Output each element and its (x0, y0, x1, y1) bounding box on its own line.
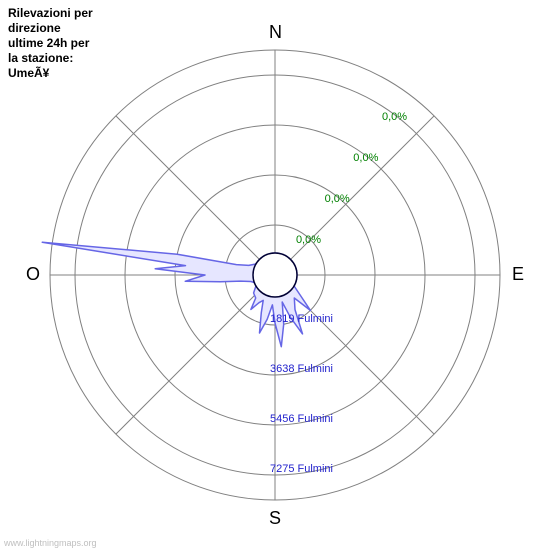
polar-chart-container: Rilevazioni per direzione ultime 24h per… (0, 0, 550, 550)
cardinal-west: O (26, 264, 40, 285)
percent-label-ring-3: 0,0% (353, 152, 378, 164)
percent-label-ring-2: 0,0% (325, 193, 350, 205)
credit-text: www.lightningmaps.org (4, 538, 97, 548)
lightning-label-ring-4: 7275 Fulmini (270, 463, 333, 475)
percent-label-ring-1: 0,0% (296, 234, 321, 246)
cardinal-east: E (512, 264, 524, 285)
lightning-label-ring-3: 5456 Fulmini (270, 413, 333, 425)
lightning-label-ring-1: 1819 Fulmini (270, 313, 333, 325)
chart-title: Rilevazioni per direzione ultime 24h per… (8, 6, 93, 81)
lightning-label-ring-2: 3638 Fulmini (270, 363, 333, 375)
cardinal-north: N (269, 22, 282, 43)
percent-label-ring-4: 0,0% (382, 111, 407, 123)
cardinal-south: S (269, 508, 281, 529)
